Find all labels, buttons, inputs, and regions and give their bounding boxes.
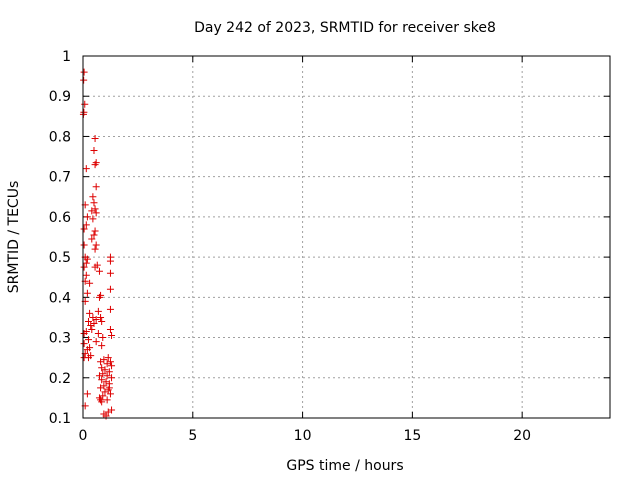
data-point — [88, 235, 96, 243]
data-point — [82, 221, 90, 229]
data-point — [103, 360, 111, 368]
data-point — [101, 388, 109, 396]
data-point — [84, 317, 92, 325]
data-point — [82, 165, 90, 173]
data-point — [106, 305, 114, 313]
data-point — [97, 313, 105, 321]
data-point — [83, 289, 91, 297]
data-point — [90, 231, 98, 239]
data-point — [92, 183, 100, 191]
data-point — [95, 372, 103, 380]
data-point — [106, 390, 114, 398]
data-point — [80, 225, 88, 233]
data-points — [79, 68, 116, 420]
data-point — [89, 193, 97, 201]
x-tick-label: 15 — [403, 428, 421, 444]
x-axis-label: GPS time / hours — [286, 458, 403, 474]
data-point — [104, 354, 112, 362]
data-point — [90, 147, 98, 155]
data-point — [94, 307, 102, 315]
x-tick-label: 20 — [513, 428, 531, 444]
data-point — [91, 263, 99, 271]
data-point — [98, 342, 106, 350]
data-point — [82, 271, 90, 279]
y-tick-label: 0.6 — [49, 210, 71, 226]
y-tick-label: 1 — [62, 49, 71, 65]
data-point — [92, 338, 100, 346]
data-point — [90, 319, 98, 327]
data-point — [80, 263, 88, 271]
data-point — [94, 330, 102, 338]
grid — [83, 56, 610, 418]
chart-title: Day 242 of 2023, SRMTID for receiver ske… — [194, 20, 496, 36]
data-point — [105, 384, 113, 392]
data-point — [88, 326, 96, 334]
data-point — [104, 408, 112, 416]
data-point — [108, 332, 116, 340]
data-point — [86, 279, 94, 287]
data-point — [86, 309, 94, 317]
data-point — [103, 372, 111, 380]
data-point — [98, 317, 106, 325]
data-point — [103, 396, 111, 404]
y-tick-label: 0.5 — [49, 250, 71, 266]
data-point — [106, 257, 114, 265]
data-point — [99, 334, 107, 342]
y-tick-label: 0.7 — [49, 170, 71, 186]
data-point — [84, 336, 92, 344]
data-point — [91, 245, 99, 253]
data-point — [97, 396, 105, 404]
y-tick-label: 0.3 — [49, 331, 71, 347]
data-point — [101, 366, 109, 374]
data-point — [80, 340, 88, 348]
x-tick-label: 0 — [79, 428, 88, 444]
data-point — [88, 207, 96, 215]
data-point — [83, 255, 91, 263]
data-point — [83, 346, 91, 354]
y-tick-label: 0.8 — [49, 129, 71, 145]
x-tick-label: 5 — [188, 428, 197, 444]
data-point — [80, 354, 88, 362]
data-point — [91, 161, 99, 169]
data-point — [105, 368, 113, 376]
y-axis-label: SRMTID / TECUs — [6, 181, 22, 294]
data-point — [80, 330, 88, 338]
data-point — [80, 68, 88, 76]
data-point — [89, 215, 97, 223]
data-point — [97, 291, 105, 299]
data-point — [108, 374, 116, 382]
data-point — [98, 376, 106, 384]
y-tick-label: 0.2 — [49, 371, 71, 387]
data-point — [80, 76, 88, 84]
plot-frame — [82, 55, 611, 419]
data-point — [95, 267, 103, 275]
data-point — [92, 315, 100, 323]
y-tick-label: 0.4 — [49, 290, 71, 306]
data-point — [106, 269, 114, 277]
data-point — [82, 259, 90, 267]
data-point — [106, 285, 114, 293]
data-point — [97, 358, 105, 366]
data-point — [91, 134, 99, 142]
x-tick-label: 10 — [294, 428, 312, 444]
y-tick-label: 0.9 — [49, 89, 71, 105]
y-tick-label: 0.1 — [49, 411, 71, 427]
axis-ticks: 0 5 10 15 20 0.1 0.2 0.3 0.4 0.5 0.6 0.7 0.8 0.9 1 — [49, 49, 610, 444]
data-point — [81, 100, 89, 108]
data-point — [108, 362, 116, 370]
data-point — [97, 384, 105, 392]
data-point — [92, 209, 100, 217]
data-point — [106, 326, 114, 334]
data-point — [83, 390, 91, 398]
data-point — [92, 241, 100, 249]
data-point — [91, 227, 99, 235]
data-point — [90, 199, 98, 207]
data-point — [80, 241, 88, 249]
data-point — [83, 213, 91, 221]
